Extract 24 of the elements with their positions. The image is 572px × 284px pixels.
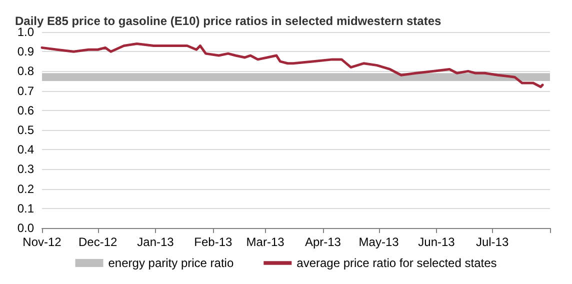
x-tick-label: Nov-12 [22,235,62,249]
y-tick-label: 1.0 [17,25,34,39]
line-series [40,42,544,88]
y-tick-label: 0.2 [17,182,34,196]
x-tick-label: Jul-13 [476,235,509,249]
x-tick-label: Jun-13 [418,235,456,249]
x-tick-label: Jan-13 [137,235,174,249]
y-tick-label: 0.6 [17,103,34,118]
x-tick-label: Mar-13 [246,235,285,249]
x-tick-label: Feb-13 [194,235,233,249]
y-tick-label: 0.3 [17,162,34,176]
y-tick-label: 0.8 [17,64,34,78]
x-tick-label: Apr-13 [304,235,342,249]
legend-label: energy parity price ratio [108,256,234,270]
chart-title: Daily E85 price to gasoline (E10) price ratios in selected midwestern states [15,14,442,28]
y-tick-label: 0.0 [17,221,34,235]
legend-label: average price ratio for selected states [296,256,497,270]
y-tick-label: 0.7 [17,84,34,98]
y-tick-label: 0.4 [17,142,34,157]
x-tick-label: Dec-12 [78,235,118,249]
y-tick-label: 0.1 [17,201,34,216]
y-tick-label: 0.9 [17,44,34,59]
x-tick-label: May-13 [358,235,400,249]
y-tick-label: 0.5 [17,123,34,137]
